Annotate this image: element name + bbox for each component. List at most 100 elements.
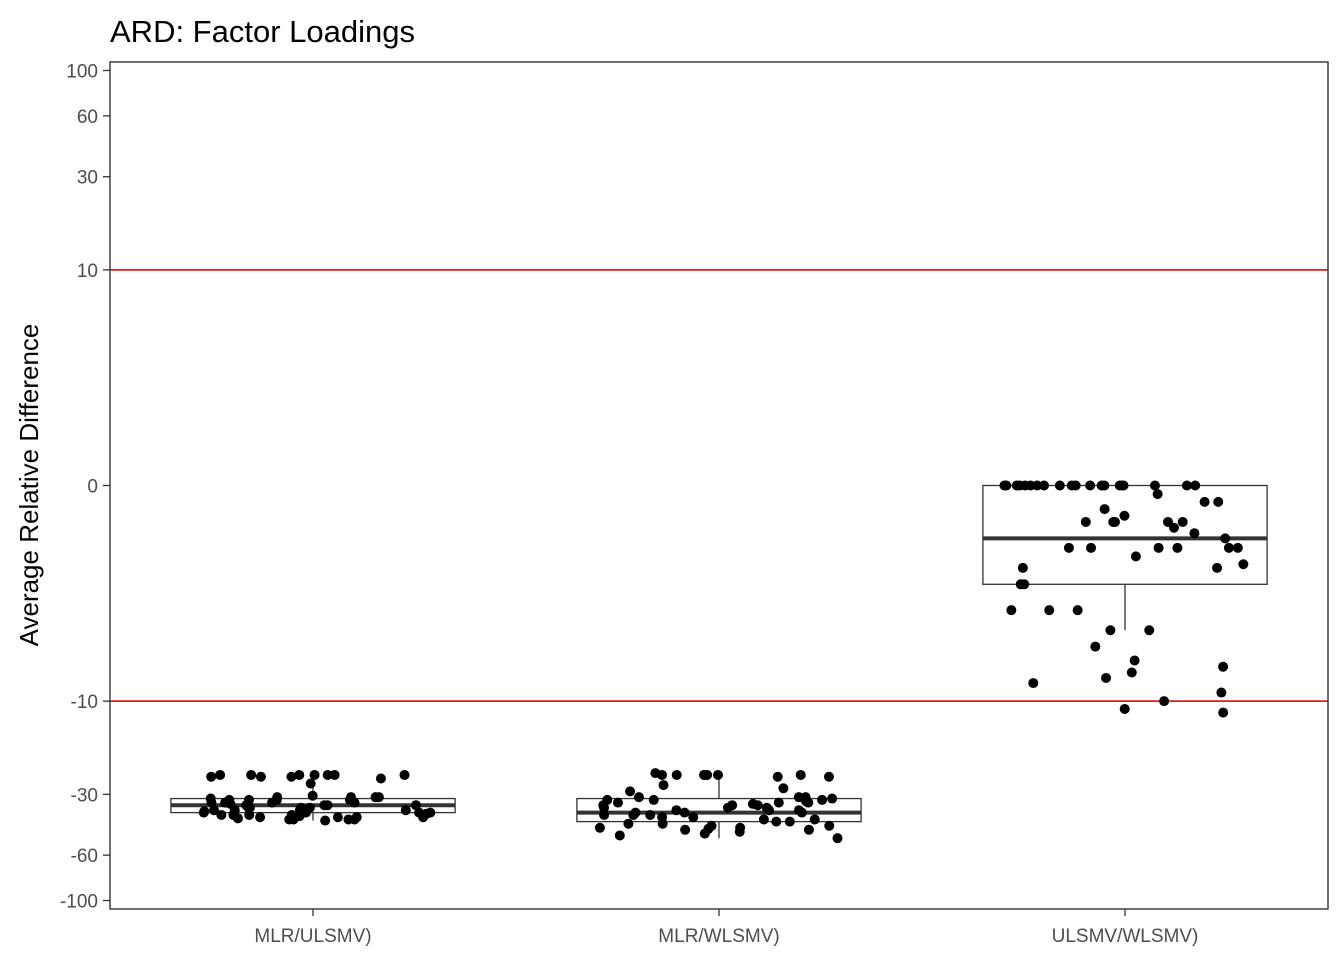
data-point: [296, 802, 307, 813]
y-tick-label: -30: [71, 785, 98, 806]
data-point: [1028, 678, 1039, 689]
data-point: [598, 800, 609, 811]
data-point: [1044, 605, 1055, 616]
data-point: [1109, 516, 1120, 527]
data-point: [241, 800, 252, 811]
data-point: [1130, 551, 1141, 562]
data-point: [1101, 672, 1112, 683]
data-point: [1072, 605, 1083, 616]
data-point: [425, 807, 436, 818]
data-point: [1172, 542, 1183, 553]
x-tick-label: MLR/ULSMV): [254, 926, 371, 947]
data-point: [1144, 625, 1155, 636]
data-point: [1149, 480, 1160, 491]
data-point: [255, 812, 266, 823]
y-axis-label: Average Relative Difference: [14, 324, 44, 647]
panel-border: [109, 61, 1329, 910]
data-point: [784, 816, 795, 827]
data-point: [1114, 480, 1125, 491]
data-point: [410, 800, 421, 811]
data-point: [209, 805, 220, 816]
data-point: [418, 812, 429, 823]
data-point: [1189, 528, 1200, 539]
data-point: [657, 812, 668, 823]
data-point: [1119, 703, 1130, 714]
data-point: [735, 822, 746, 833]
y-tick-label: -10: [71, 692, 98, 713]
data-point: [351, 812, 362, 823]
data-point: [1080, 516, 1091, 527]
data-point: [796, 807, 807, 818]
data-point: [1119, 510, 1130, 521]
data-point: [1159, 696, 1170, 707]
data-point: [1090, 641, 1101, 652]
data-point: [1017, 562, 1028, 573]
data-point: [680, 824, 691, 835]
data-point: [343, 814, 354, 825]
data-point: [215, 769, 226, 780]
data-point: [771, 816, 782, 827]
data-point: [706, 820, 717, 831]
data-point: [309, 769, 320, 780]
data-point: [1038, 480, 1049, 491]
data-point: [827, 793, 838, 804]
data-point: [255, 771, 266, 782]
data-point: [793, 792, 804, 803]
y-tick-label: 10: [77, 261, 98, 282]
y-tick-label: 30: [77, 168, 98, 189]
data-point: [778, 783, 789, 794]
data-point: [722, 802, 733, 813]
data-point: [679, 807, 690, 818]
data-point: [795, 769, 806, 780]
data-point: [809, 814, 820, 825]
data-point: [648, 794, 659, 805]
data-point: [1105, 625, 1116, 636]
data-point: [399, 769, 410, 780]
data-point: [623, 818, 634, 829]
data-point: [1025, 480, 1036, 491]
data-point: [823, 771, 834, 782]
data-point: [1129, 655, 1140, 666]
data-point: [198, 807, 209, 818]
data-point: [650, 768, 661, 779]
data-point: [1212, 562, 1223, 573]
data-point: [286, 809, 297, 820]
data-point: [1152, 489, 1163, 500]
data-point: [758, 814, 769, 825]
data-point: [320, 815, 331, 826]
data-point: [206, 797, 217, 808]
data-point: [305, 778, 316, 789]
data-point: [1085, 480, 1096, 491]
data-point: [1213, 496, 1224, 507]
data-point: [594, 822, 605, 833]
data-point: [688, 812, 699, 823]
data-point: [633, 792, 644, 803]
chart-title: ARD: Factor Loadings: [110, 14, 415, 49]
data-point: [1015, 579, 1026, 590]
data-point: [772, 771, 783, 782]
data-point: [1199, 496, 1210, 507]
data-point: [1099, 480, 1110, 491]
data-point: [1216, 687, 1227, 698]
data-point: [761, 802, 772, 813]
data-point: [1218, 707, 1229, 718]
data-point: [1001, 480, 1012, 491]
data-point: [1177, 516, 1188, 527]
data-point: [614, 830, 625, 841]
data-point: [322, 769, 333, 780]
data-point: [1006, 605, 1017, 616]
data-point: [370, 792, 381, 803]
data-point: [246, 769, 257, 780]
data-point: [752, 800, 763, 811]
data-point: [375, 773, 386, 784]
data-point: [1190, 480, 1201, 491]
data-point: [271, 794, 282, 805]
data-point: [1054, 480, 1065, 491]
data-point: [712, 769, 723, 780]
data-point: [1223, 542, 1234, 553]
data-point: [625, 786, 636, 797]
data-point: [824, 820, 835, 831]
data-point: [220, 797, 231, 808]
data-point: [612, 797, 623, 808]
